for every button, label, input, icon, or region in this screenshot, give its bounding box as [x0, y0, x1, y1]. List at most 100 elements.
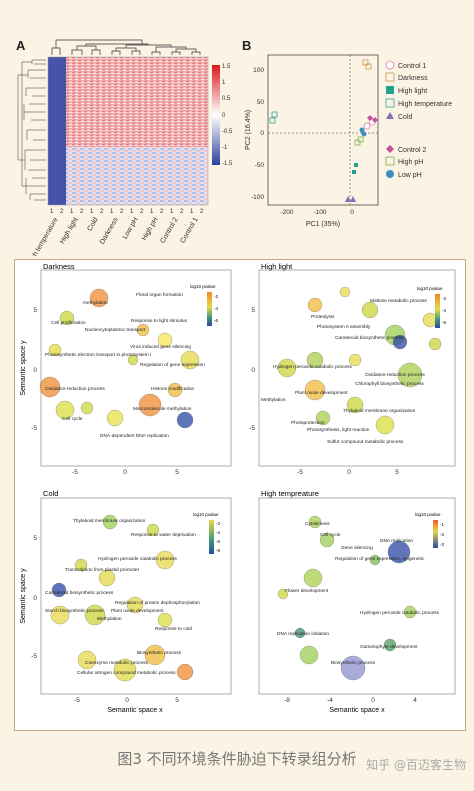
svg-text:-8: -8: [216, 548, 220, 553]
svg-text:Semantic space x: Semantic space x: [107, 707, 163, 714]
figure-caption: 图3 不同环境条件胁迫下转录组分析: [117, 750, 357, 768]
svg-text:methylation: methylation: [83, 300, 108, 306]
svg-text:Regulation of gene expression: Regulation of gene expression: [140, 362, 205, 368]
svg-text:2: 2: [120, 209, 124, 215]
svg-text:-5: -5: [31, 425, 37, 432]
svg-text:Transcription from plastid pro: Transcription from plastid promoter: [65, 567, 140, 573]
svg-text:-3: -3: [440, 542, 444, 547]
svg-text:Oxidation-reduction process: Oxidation-reduction process: [365, 372, 425, 378]
go-plot-darkness: Darkness Semantic space y 5 0 -5 -5 0 5: [20, 262, 232, 476]
svg-text:Cell cycle: Cell cycle: [62, 416, 83, 422]
svg-text:Sulfur compound metabolic proc: Sulfur compound metabolic process: [327, 439, 404, 445]
svg-text:-2: -2: [442, 296, 446, 301]
svg-text:2: 2: [80, 209, 84, 215]
svg-text:1: 1: [110, 209, 114, 215]
go-plot-high-light: High light 5 0 -5 -5 0 5: [249, 262, 456, 476]
svg-text:Maltose metabolic process: Maltose metabolic process: [370, 298, 427, 304]
svg-text:DNA replication: DNA replication: [380, 538, 413, 544]
cbar-tick: -0.5: [222, 129, 233, 135]
svg-text:1: 1: [150, 209, 154, 215]
svg-text:5: 5: [33, 307, 37, 314]
svg-text:Biosynthetic process: Biosynthetic process: [137, 650, 182, 656]
svg-text:-4: -4: [216, 530, 220, 535]
svg-text:Starch biosynthetic process: Starch biosynthetic process: [45, 608, 104, 614]
svg-text:Response to water deprivation: Response to water deprivation: [131, 532, 196, 538]
svg-text:Cell cycle: Cell cycle: [320, 532, 341, 538]
svg-text:Gene silencing: Gene silencing: [341, 545, 373, 551]
svg-text:DNA-dependent DNA replication: DNA-dependent DNA replication: [100, 433, 169, 439]
svg-text:2: 2: [100, 209, 104, 215]
sample-labels: High temperature High light Cold Darknes…: [27, 216, 200, 256]
svg-text:Photoprotection: Photoprotection: [291, 420, 325, 426]
svg-text:Hydrogen peroxide catabolic pr: Hydrogen peroxide catabolic process: [273, 364, 353, 370]
svg-text:-5: -5: [72, 469, 78, 476]
svg-text:Regulation of gene expression,: Regulation of gene expression, epigeneti…: [335, 556, 425, 562]
svg-text:High pH: High pH: [141, 217, 160, 242]
svg-text:-5: -5: [74, 697, 80, 704]
svg-text:1: 1: [70, 209, 74, 215]
go-plot-high-temperature: High tempreature Semantic space x -8 -4 …: [258, 489, 456, 714]
svg-text:Plant ovule development: Plant ovule development: [295, 390, 348, 396]
svg-text:Coenzyme metabolic process: Coenzyme metabolic process: [85, 660, 149, 666]
svg-text:Virus induced gene silencing: Virus induced gene silencing: [130, 344, 191, 350]
svg-text:-2: -2: [440, 532, 444, 537]
svg-text:5: 5: [33, 535, 37, 542]
svg-text:Cold: Cold: [43, 489, 58, 498]
svg-text:-1: -1: [440, 522, 444, 527]
svg-text:-2: -2: [216, 521, 220, 526]
cbar-tick: -1.5: [222, 161, 233, 167]
svg-text:Cytokinesis: Cytokinesis: [305, 521, 330, 527]
svg-text:Photosynthetic electron transp: Photosynthetic electron transport in pho…: [45, 352, 151, 358]
svg-text:Response to cold: Response to cold: [155, 626, 192, 632]
cbar-tick: 1: [222, 80, 226, 86]
svg-text:2: 2: [160, 209, 164, 215]
row-dendrogram: [17, 59, 46, 201]
svg-text:1: 1: [190, 209, 194, 215]
svg-text:Chlorophyll biosynthetic proce: Chlorophyll biosynthetic process: [355, 381, 424, 387]
svg-text:0: 0: [125, 697, 129, 704]
svg-text:Histone modification: Histone modification: [151, 386, 195, 392]
svg-text:log10 pvalue: log10 pvalue: [415, 512, 441, 517]
panel-b-label: B: [242, 38, 252, 53]
svg-text:Floral organ formation: Floral organ formation: [136, 292, 183, 298]
svg-text:Semantic space y: Semantic space y: [20, 568, 27, 624]
svg-text:-6: -6: [214, 318, 218, 323]
svg-text:0: 0: [347, 469, 351, 476]
svg-text:Thylakoid membrane organizatio: Thylakoid membrane organization: [73, 518, 146, 524]
svg-text:Gametophyte development: Gametophyte development: [360, 644, 418, 650]
svg-text:Carotenoid biosynthetic proces: Carotenoid biosynthetic process: [335, 335, 404, 341]
svg-text:Nucleocytoplasmic transport: Nucleocytoplasmic transport: [85, 327, 146, 333]
go-bubble-plots: Darkness Semantic space y 5 0 -5 -5 0 5: [20, 262, 456, 714]
watermark: 知乎 @百迈客生物: [366, 758, 466, 772]
svg-text:Macromolecule methylation: Macromolecule methylation: [133, 406, 192, 412]
svg-text:0: 0: [33, 367, 37, 374]
svg-text:-5: -5: [31, 653, 37, 660]
svg-text:1: 1: [90, 209, 94, 215]
svg-text:Semantic space x: Semantic space x: [329, 707, 385, 714]
svg-text:2: 2: [60, 209, 64, 215]
svg-text:Proteolysis: Proteolysis: [311, 314, 335, 320]
svg-text:-6: -6: [216, 539, 220, 544]
figure-top-panels: A: [0, 0, 474, 256]
svg-text:Response to light stimulus: Response to light stimulus: [131, 318, 188, 324]
svg-text:Carotenoid biosynthetic proces: Carotenoid biosynthetic process: [45, 590, 114, 596]
svg-text:-4: -4: [327, 697, 333, 704]
svg-text:1: 1: [50, 209, 54, 215]
svg-text:Hydrogen peroxide catabolic pr: Hydrogen peroxide catabolic process: [360, 610, 440, 616]
svg-text:Methylation: Methylation: [97, 616, 122, 622]
svg-text:DNA replication initiation: DNA replication initiation: [277, 631, 329, 637]
svg-text:5: 5: [395, 469, 399, 476]
svg-text:-5: -5: [297, 469, 303, 476]
go-plot-cold: Cold Semantic space y Semantic space x 5…: [20, 489, 232, 714]
svg-text:2: 2: [180, 209, 184, 215]
svg-text:Hydrogen peroxide catabolic pr: Hydrogen peroxide catabolic process: [98, 556, 178, 562]
svg-text:-2: -2: [214, 294, 218, 299]
svg-text:5: 5: [175, 469, 179, 476]
svg-text:-5: -5: [249, 425, 255, 432]
svg-text:Cell proliferation: Cell proliferation: [51, 320, 86, 326]
svg-text:Flower development: Flower development: [285, 588, 329, 594]
svg-text:Cellular nitrogen compound met: Cellular nitrogen compound metabolic pro…: [77, 670, 176, 676]
svg-text:5: 5: [175, 697, 179, 704]
svg-text:0: 0: [251, 367, 255, 374]
